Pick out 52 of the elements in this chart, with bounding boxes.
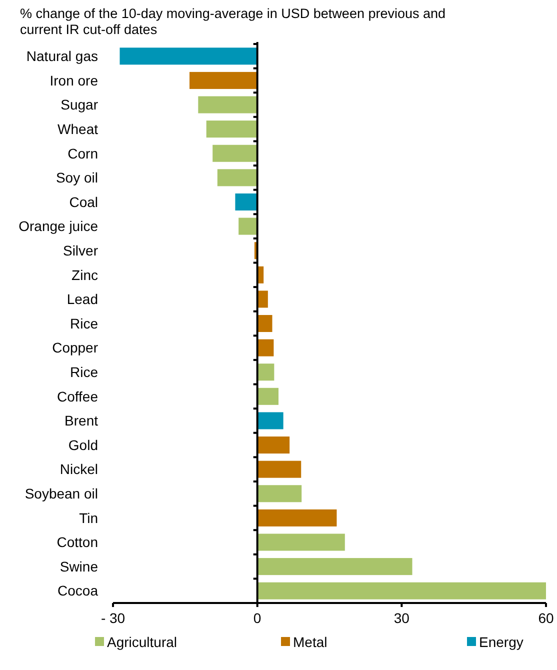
chart-title: % change of the 10-day moving-average in USD between previous and current IR cut-off dates xyxy=(20,6,446,37)
y-tick-label: Copper xyxy=(52,340,98,356)
y-tick-label: Soybean oil xyxy=(24,486,98,502)
bar xyxy=(257,509,337,526)
y-tick-label: Coal xyxy=(69,194,98,210)
y-tick-label: Cotton xyxy=(56,534,98,550)
y-tick-label: Zinc xyxy=(72,266,98,283)
y-tick-label: Coffee xyxy=(57,388,98,404)
y-tick-label: Sugar xyxy=(60,96,98,113)
bar xyxy=(257,534,345,551)
y-tick-label: Cocoa xyxy=(58,582,98,599)
y-tick-label: Tin xyxy=(79,510,98,526)
bar xyxy=(257,558,412,576)
y-tick-label: Gold xyxy=(68,436,98,453)
bar xyxy=(257,412,284,430)
y-tick-label: Swine xyxy=(60,558,98,574)
bar xyxy=(257,582,546,600)
x-tick-label: 0 xyxy=(253,610,262,626)
y-tick-label: Natural gas xyxy=(26,48,98,64)
bar xyxy=(238,218,258,235)
y-tick-label: Iron ore xyxy=(50,72,98,88)
y-tick-label: Orange juice xyxy=(18,218,98,234)
bar xyxy=(120,48,258,65)
bar xyxy=(198,96,258,114)
y-tick-label: Brent xyxy=(64,412,98,429)
bar xyxy=(257,436,290,454)
bar xyxy=(257,290,268,308)
legend-label: Agricultural xyxy=(107,634,178,650)
y-tick-label: Soy oil xyxy=(56,170,98,186)
bar xyxy=(235,193,258,210)
legend-label: Metal xyxy=(293,634,328,650)
bar xyxy=(257,388,278,405)
y-tick-label: Rice xyxy=(70,364,98,380)
y-tick-label: Lead xyxy=(66,291,98,308)
bar xyxy=(257,314,272,332)
bar xyxy=(189,72,258,89)
bar xyxy=(257,485,302,502)
bar xyxy=(206,120,258,138)
x-tick-label: 60 xyxy=(538,610,554,626)
y-tick-label: Wheat xyxy=(58,120,98,137)
y-tick-label: Rice xyxy=(70,315,98,332)
legend-label: Energy xyxy=(479,634,524,650)
x-tick-label: 30 xyxy=(394,610,410,626)
x-tick-label: - 30 xyxy=(100,610,126,626)
bar xyxy=(257,364,274,381)
y-tick-label: Silver xyxy=(62,242,98,258)
bar xyxy=(257,339,274,356)
bar xyxy=(212,144,258,162)
bar xyxy=(217,169,258,186)
bar xyxy=(257,460,302,478)
y-tick-label: Corn xyxy=(68,145,98,162)
y-tick-label: Nickel xyxy=(60,461,98,478)
